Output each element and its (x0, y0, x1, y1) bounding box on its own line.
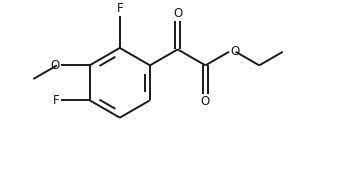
Text: O: O (173, 7, 182, 20)
Text: F: F (53, 94, 60, 107)
Text: O: O (201, 95, 210, 108)
Text: O: O (230, 45, 239, 58)
Text: F: F (117, 2, 123, 15)
Text: O: O (51, 59, 60, 72)
